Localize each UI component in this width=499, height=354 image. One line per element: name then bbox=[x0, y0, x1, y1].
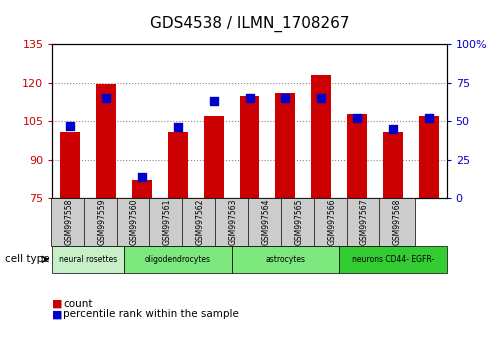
Bar bbox=[204, 116, 224, 198]
Bar bbox=[311, 75, 331, 198]
Bar bbox=[96, 84, 116, 198]
Point bbox=[174, 125, 182, 130]
Text: GSM997565: GSM997565 bbox=[294, 199, 303, 245]
Bar bbox=[240, 96, 259, 198]
Text: neural rosettes: neural rosettes bbox=[59, 255, 117, 264]
Point bbox=[102, 95, 110, 101]
Bar bbox=[168, 132, 188, 198]
Point bbox=[389, 126, 397, 132]
Text: ■: ■ bbox=[52, 309, 66, 319]
Text: GSM997559: GSM997559 bbox=[97, 199, 106, 245]
Text: GSM997568: GSM997568 bbox=[393, 199, 402, 245]
Bar bbox=[383, 132, 403, 198]
Text: GSM997560: GSM997560 bbox=[130, 199, 139, 245]
Text: astrocytes: astrocytes bbox=[265, 255, 305, 264]
Point bbox=[281, 95, 289, 101]
Point bbox=[353, 115, 361, 121]
Text: oligodendrocytes: oligodendrocytes bbox=[145, 255, 211, 264]
Bar bbox=[275, 93, 295, 198]
Text: GSM997558: GSM997558 bbox=[64, 199, 73, 245]
Bar bbox=[132, 180, 152, 198]
Point bbox=[425, 115, 433, 121]
Text: ■: ■ bbox=[52, 299, 66, 309]
Bar bbox=[60, 132, 80, 198]
Point bbox=[66, 123, 74, 129]
Bar bbox=[419, 116, 439, 198]
Text: GDS4538 / ILMN_1708267: GDS4538 / ILMN_1708267 bbox=[150, 16, 349, 32]
Text: GSM997567: GSM997567 bbox=[360, 199, 369, 245]
Text: cell type: cell type bbox=[5, 254, 49, 264]
Point bbox=[138, 174, 146, 179]
Point bbox=[246, 95, 253, 101]
Text: neurons CD44- EGFR-: neurons CD44- EGFR- bbox=[352, 255, 434, 264]
Point bbox=[317, 95, 325, 101]
Bar bbox=[347, 114, 367, 198]
Point bbox=[210, 98, 218, 104]
Text: GSM997566: GSM997566 bbox=[327, 199, 336, 245]
Text: GSM997561: GSM997561 bbox=[163, 199, 172, 245]
Text: percentile rank within the sample: percentile rank within the sample bbox=[63, 309, 239, 319]
Text: GSM997563: GSM997563 bbox=[229, 199, 238, 245]
Text: GSM997562: GSM997562 bbox=[196, 199, 205, 245]
Text: count: count bbox=[63, 299, 93, 309]
Text: GSM997564: GSM997564 bbox=[261, 199, 270, 245]
